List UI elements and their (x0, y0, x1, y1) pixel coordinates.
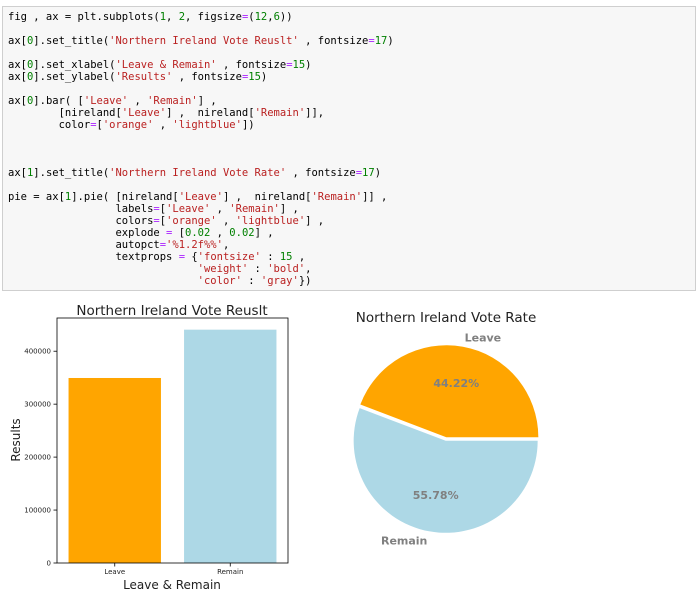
pie-percent-label: 55.78% (413, 489, 459, 502)
x-tick-label: Remain (217, 568, 243, 576)
bar-chart: Northern Ireland Vote Reuslt Leave Remain… (9, 303, 289, 592)
code-line: color=['orange' , 'lightblue']) (8, 119, 255, 131)
code-line: autopct='%1.2f%%', (8, 239, 230, 251)
bar-x-axis-label: Leave & Remain (123, 578, 221, 592)
code-cell[interactable]: fig , ax = plt.subplots(1, 2, figsize=(1… (2, 6, 696, 291)
code-editor[interactable]: fig , ax = plt.subplots(1, 2, figsize=(1… (8, 11, 394, 287)
code-line: textprops = {'fontsize' : 15 , (8, 251, 306, 263)
y-tick-label: 400000 (24, 348, 51, 356)
pie-slice-leave (360, 345, 539, 438)
code-line: ax[1].set_title('Northern Ireland Vote R… (8, 167, 382, 179)
code-line: ax[0].set_xlabel('Leave & Remain' , font… (8, 59, 312, 71)
code-line: pie = ax[1].pie( [nireland['Leave'] , ni… (8, 191, 388, 203)
bar-y-axis-label: Results (9, 418, 23, 461)
pie-chart-title: Northern Ireland Vote Rate (356, 310, 537, 326)
pie-plot-area: 44.22% Leave 55.78% Remain (353, 332, 539, 547)
code-line: 'color' : 'gray'}) (197, 275, 312, 287)
pie-category-label: Leave (465, 332, 502, 345)
code-line: ax[0].set_title('Northern Ireland Vote R… (8, 35, 394, 47)
output-figure: Northern Ireland Vote Reuslt Leave Remain… (9, 303, 539, 592)
code-line (8, 23, 394, 35)
pie-category-label: Remain (381, 534, 427, 547)
y-tick-label: 100000 (24, 507, 51, 515)
code-line (8, 83, 394, 95)
code-line: ax[0].set_ylabel('Results' , fontsize=15… (8, 71, 268, 83)
code-line: 'weight' : 'bold', (197, 263, 312, 275)
y-tick-label: 200000 (24, 454, 51, 462)
code-line (8, 155, 394, 167)
bar-leave (68, 377, 161, 563)
code-line (8, 179, 394, 191)
y-tick-label: 300000 (24, 401, 51, 409)
code-line (8, 47, 394, 59)
bar-chart-title: Northern Ireland Vote Reuslt (76, 303, 267, 319)
code-line (8, 131, 394, 143)
pie-percent-label: 44.22% (433, 377, 479, 390)
bar-plot-area: Leave Remain 0 100000 200000 300000 400000 (24, 329, 277, 576)
code-line: [nireland['Leave'] , nireland['Remain']]… (8, 107, 325, 119)
bar-remain (184, 329, 277, 563)
code-line: explode = [0.02 , 0.02] , (8, 227, 274, 239)
code-line: ax[0].bar( ['Leave' , 'Remain'] , (8, 95, 217, 107)
pie-slice-remain (353, 408, 538, 533)
code-line: colors=['orange' , 'lightblue'] , (8, 215, 325, 227)
y-tick-label: 0 (47, 560, 51, 568)
bar-axes-frame (56, 317, 289, 564)
code-line: labels=['Leave' , 'Remain'] , (8, 203, 299, 215)
code-line (8, 143, 394, 155)
code-line: fig , ax = plt.subplots(1, 2, figsize=(1… (8, 11, 293, 23)
pie-chart: Northern Ireland Vote Rate 44.22% Leave 55… (353, 310, 539, 547)
x-tick-label: Leave (104, 568, 125, 576)
